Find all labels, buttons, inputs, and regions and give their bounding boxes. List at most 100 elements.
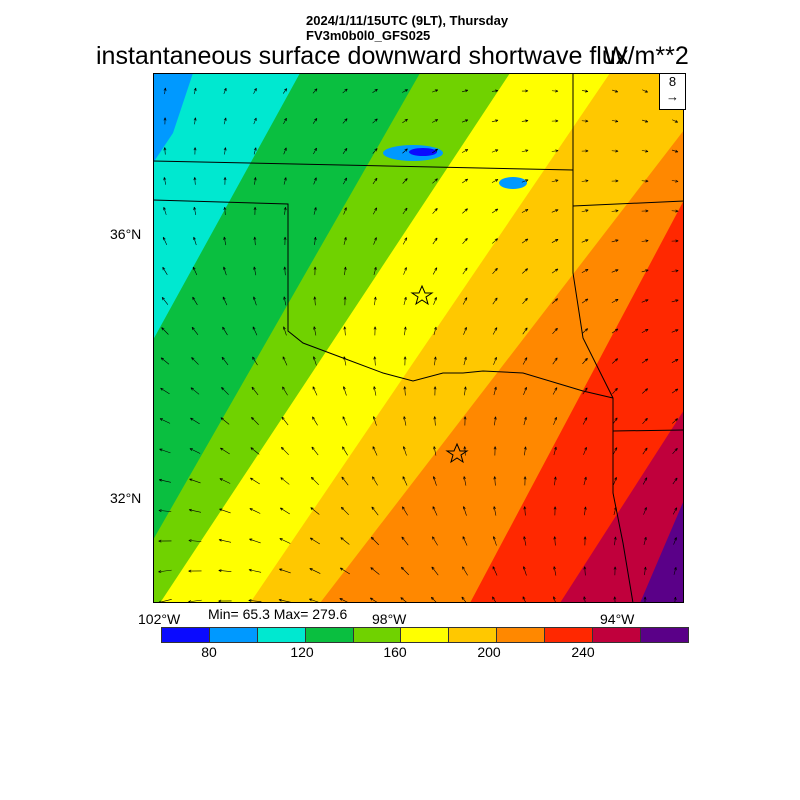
wind-arrow xyxy=(372,88,378,94)
wind-arrow xyxy=(552,327,558,335)
wind-arrow xyxy=(402,118,408,124)
wind-arrow xyxy=(491,179,499,183)
wind-arrow xyxy=(313,236,317,245)
wind-arrow xyxy=(642,89,648,93)
wind-arrow xyxy=(432,208,438,214)
wind-arrow xyxy=(493,506,497,516)
wind-arrow xyxy=(402,446,407,456)
wind-arrow xyxy=(671,299,679,303)
wind-arrow xyxy=(372,416,377,426)
wind-arrow xyxy=(400,566,410,576)
wind-arrow xyxy=(432,89,439,93)
header-model: FV3m0b0l0_GFS025 xyxy=(306,28,431,43)
wind-arrow xyxy=(343,356,347,366)
wind-arrow xyxy=(161,297,169,305)
wind-arrow xyxy=(310,476,319,486)
wind-arrow xyxy=(252,326,258,336)
wind-arrow xyxy=(402,148,408,154)
colorbar xyxy=(161,627,689,643)
wind-arrow xyxy=(189,448,201,454)
wind-arrow xyxy=(280,446,289,456)
wind-arrow xyxy=(581,209,589,213)
wind-arrow xyxy=(581,268,589,273)
wind-arrow xyxy=(583,476,587,486)
wind-arrow xyxy=(313,207,317,215)
wind-arrow xyxy=(160,357,170,365)
wind-arrow xyxy=(372,446,378,456)
wind-arrow xyxy=(401,536,409,546)
low-flux-patch xyxy=(499,177,527,189)
wind-arrow xyxy=(522,327,528,335)
wind-arrow xyxy=(642,417,648,425)
wind-arrow xyxy=(369,597,379,603)
wind-arrow xyxy=(552,387,558,395)
colorbar-label: 240 xyxy=(571,644,595,660)
wind-arrow xyxy=(461,149,469,153)
wind-arrow xyxy=(283,326,287,336)
lat-label-36n: 36°N xyxy=(110,226,142,242)
wind-arrow xyxy=(551,209,559,213)
wind-arrow xyxy=(430,596,438,603)
wind-arrow xyxy=(641,149,649,153)
lon-label-102w: 102°W xyxy=(138,611,181,627)
wind-arrow xyxy=(671,329,679,333)
wind-arrow xyxy=(312,386,318,396)
colorbar-swatch xyxy=(209,628,258,642)
wind-arrow xyxy=(521,238,529,244)
wind-arrow xyxy=(313,326,317,336)
plot-units: W/m**2 xyxy=(604,42,689,70)
colorbar-label: 80 xyxy=(201,644,217,660)
wind-arrow xyxy=(492,297,498,305)
wind-arrow xyxy=(523,446,527,456)
wind-arrow xyxy=(402,89,408,93)
wind-arrow xyxy=(641,119,649,123)
wind-arrow xyxy=(581,298,589,304)
wind-arrow xyxy=(342,88,348,94)
wind-arrow xyxy=(193,117,197,125)
wind-arrow xyxy=(613,536,617,546)
wind-arrow xyxy=(432,536,438,546)
wind-arrow xyxy=(253,266,257,276)
wind-arrow xyxy=(159,448,171,454)
wind-arrow xyxy=(493,416,497,426)
wind-arrow xyxy=(162,266,168,275)
wind-arrow xyxy=(521,149,529,153)
wind-arrow xyxy=(612,417,618,425)
wind-arrow xyxy=(253,296,257,306)
wind-arrow xyxy=(219,508,231,514)
wind-arrow xyxy=(339,567,351,575)
wind-arrow xyxy=(551,239,559,243)
wind-arrow xyxy=(641,209,649,213)
wind-arrow xyxy=(582,357,588,365)
wind-reference-value: 8 xyxy=(668,74,677,89)
wind-arrow xyxy=(431,566,439,576)
wind-arrow xyxy=(643,507,647,515)
wind-arrow xyxy=(492,566,498,576)
wind-arrow xyxy=(373,296,377,306)
wind-arrow xyxy=(462,297,468,305)
wind-arrow xyxy=(163,206,167,215)
wind-arrow xyxy=(253,88,257,94)
wind-arrow xyxy=(343,207,347,215)
wind-arrow xyxy=(462,506,467,516)
wind-arrow xyxy=(671,388,679,394)
wind-arrow xyxy=(221,387,229,395)
wind-arrow xyxy=(402,476,408,486)
wind-arrow xyxy=(188,508,202,513)
wind-arrow xyxy=(491,89,499,93)
wind-arrow xyxy=(282,88,288,94)
header-datetime: 2024/1/11/15UTC (9LT), Thursday xyxy=(306,13,509,28)
wind-arrow xyxy=(193,236,197,246)
wind-arrow xyxy=(583,536,587,546)
wind-arrow xyxy=(581,89,589,93)
wind-arrow xyxy=(611,149,619,153)
wind-arrow xyxy=(493,446,497,456)
wind-arrow xyxy=(611,179,619,183)
wind-arrow xyxy=(159,418,171,424)
wind-arrow xyxy=(671,269,679,273)
wind-arrow xyxy=(551,119,559,123)
wind-arrow xyxy=(673,537,677,545)
wind-arrow xyxy=(611,269,619,273)
plot-title: instantaneous surface downward shortwave… xyxy=(96,42,629,70)
wind-arrow xyxy=(551,89,559,93)
